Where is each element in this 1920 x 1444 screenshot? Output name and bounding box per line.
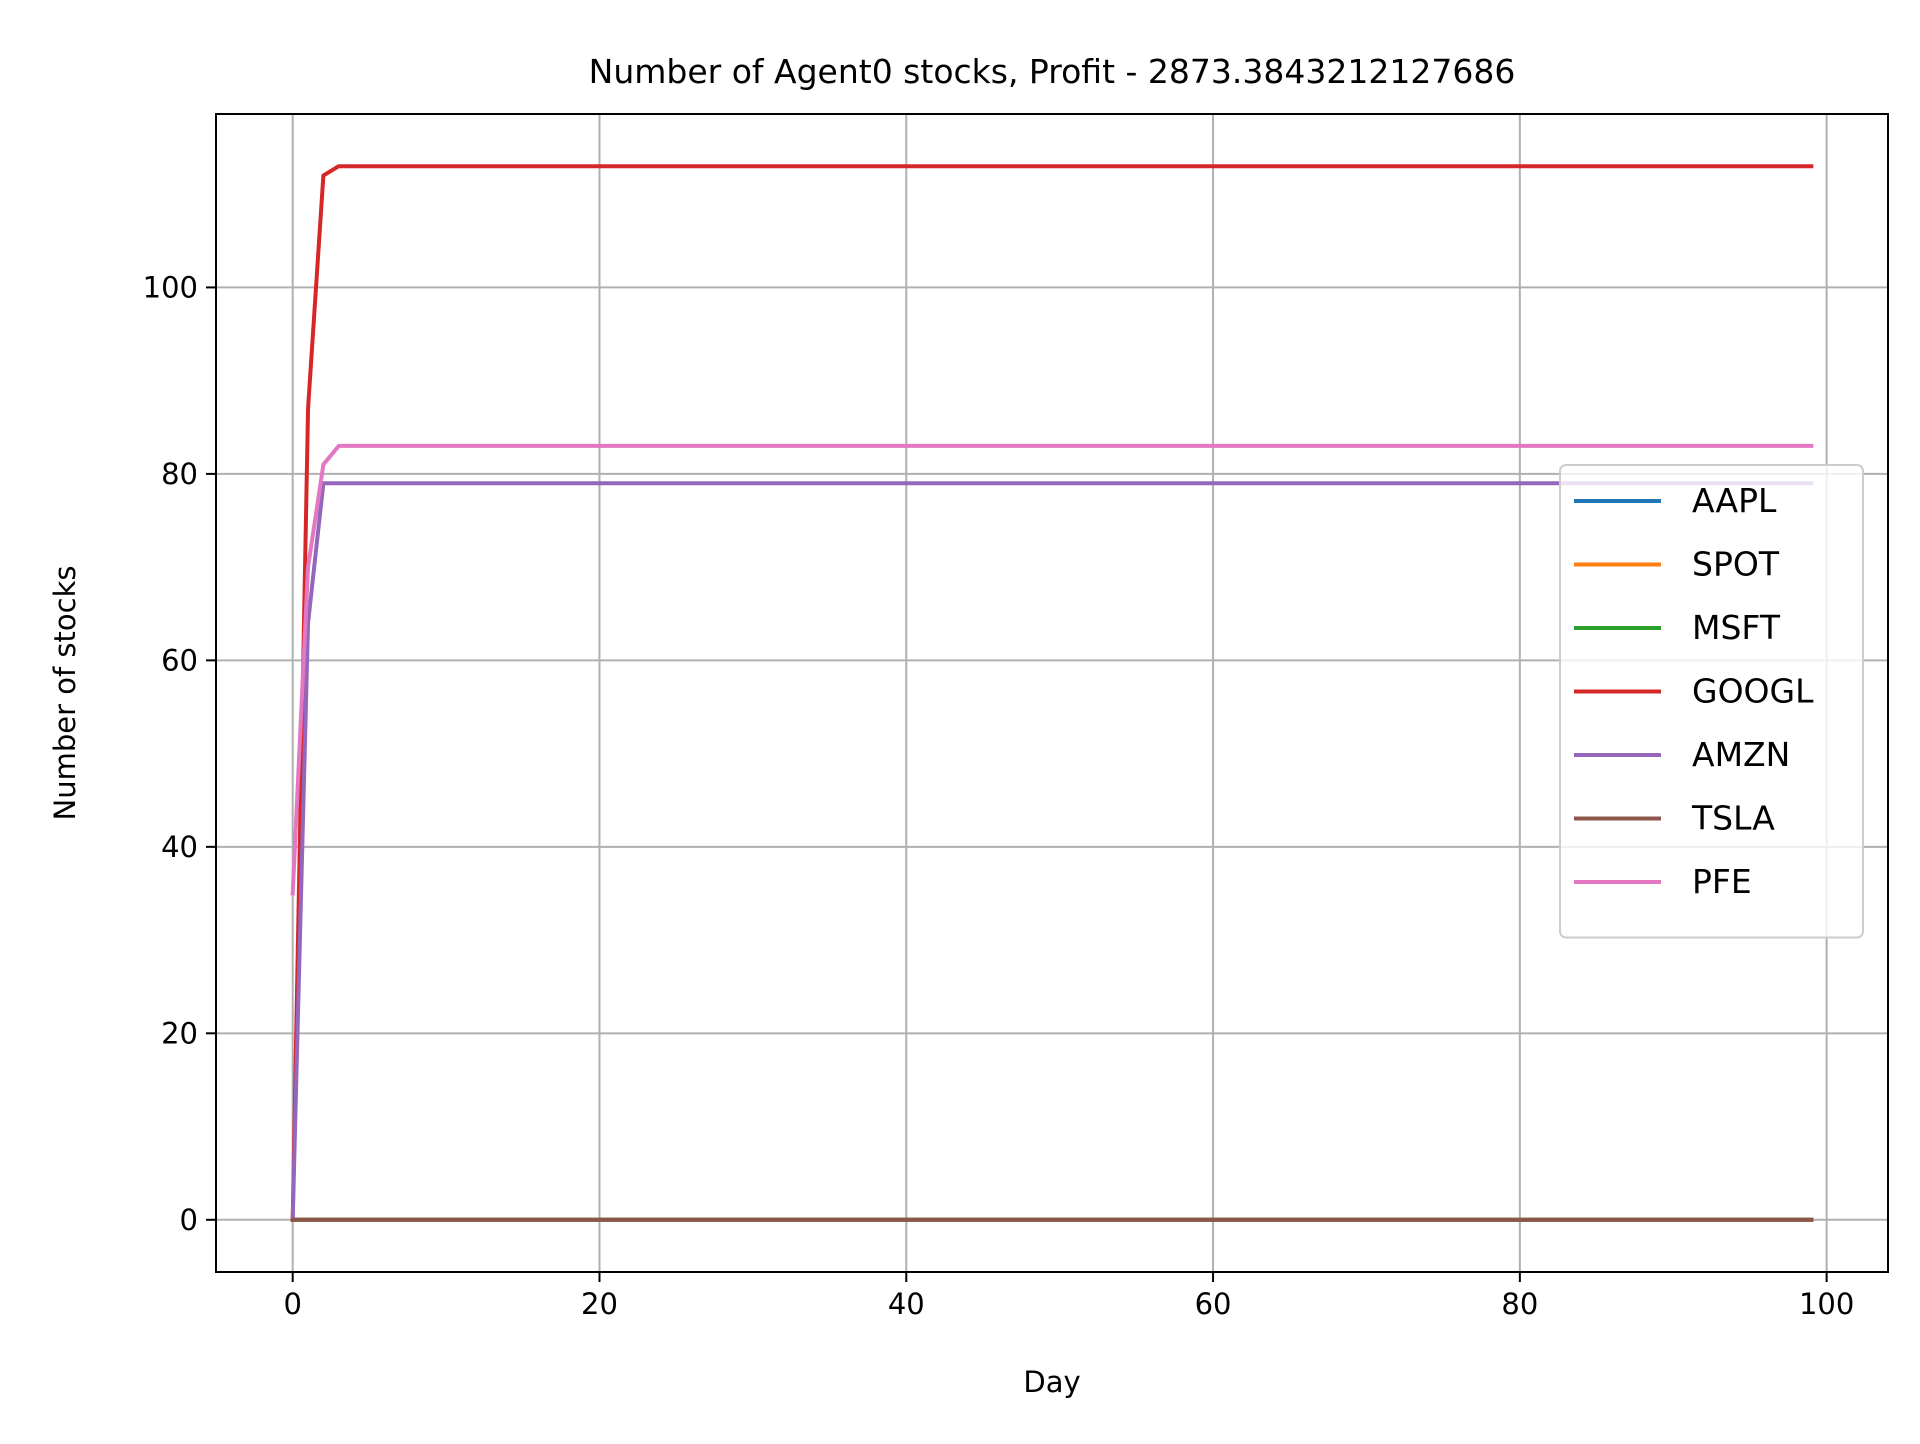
series-line-amzn	[290, 481, 1814, 1222]
legend-label-spot: SPOT	[1692, 545, 1780, 584]
legend-label-googl: GOOGL	[1692, 672, 1814, 711]
legend-label-pfe: PFE	[1692, 862, 1752, 901]
chart-title: Number of Agent0 stocks, Profit - 2873.3…	[589, 52, 1516, 91]
series-line-pfe	[290, 443, 1814, 896]
x-tick-label: 100	[1799, 1287, 1854, 1321]
y-tick-label: 100	[143, 270, 198, 304]
axis-ticks: 0 20 40 60 80 100 0 20 40 60 80 100	[143, 270, 1855, 1321]
legend-label-amzn: AMZN	[1692, 735, 1790, 774]
y-tick-label: 0	[180, 1203, 198, 1237]
x-tick-label: 40	[888, 1287, 925, 1321]
y-tick-label: 80	[161, 457, 198, 491]
series-lines	[290, 164, 1814, 1222]
legend: AAPL SPOT MSFT GOOGL AMZN TSLA PFE	[1559, 464, 1864, 939]
x-tick-label: 20	[581, 1287, 618, 1321]
legend-label-tsla: TSLA	[1691, 799, 1775, 838]
x-tick-label: 80	[1501, 1287, 1538, 1321]
y-tick-label: 40	[161, 830, 198, 864]
x-axis-label: Day	[1023, 1365, 1080, 1399]
y-tick-label: 60	[161, 643, 198, 677]
x-tick-label: 0	[283, 1287, 301, 1321]
y-axis-label: Number of stocks	[48, 566, 82, 821]
y-tick-label: 20	[161, 1016, 198, 1050]
legend-label-aapl: AAPL	[1692, 481, 1777, 520]
legend-label-msft: MSFT	[1692, 608, 1781, 647]
x-tick-label: 60	[1195, 1287, 1232, 1321]
plot-frame	[215, 113, 1889, 1273]
